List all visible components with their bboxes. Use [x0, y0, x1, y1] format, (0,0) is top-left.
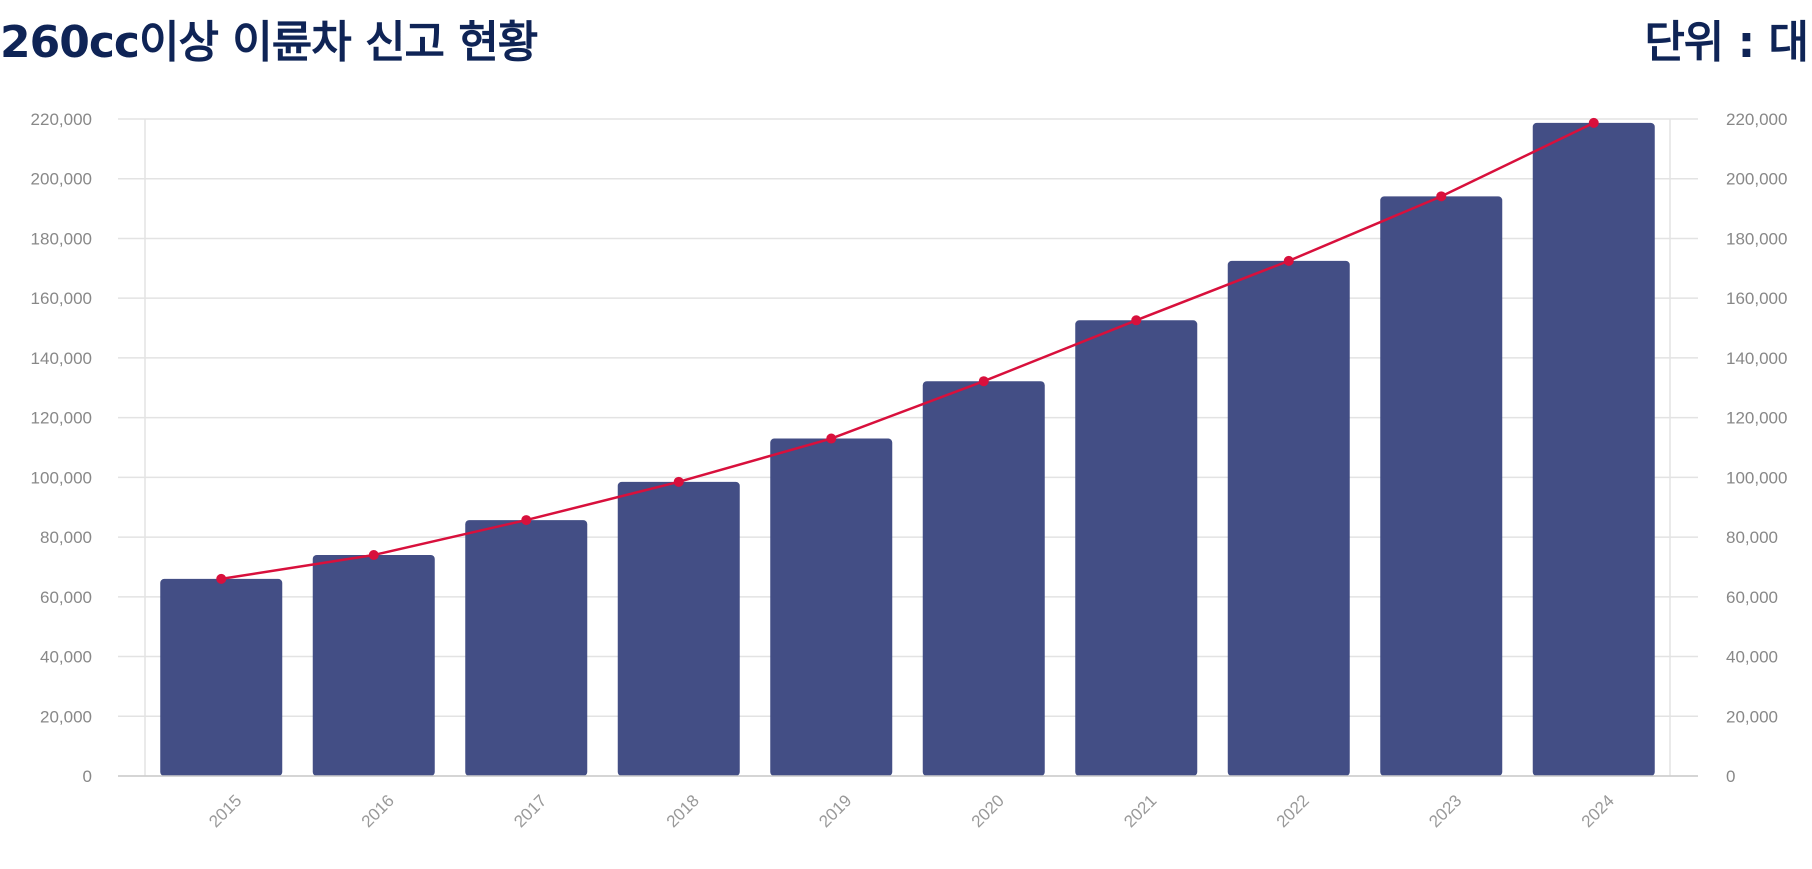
y-tick-left: 60,000 — [40, 588, 92, 607]
y-tick-right: 60,000 — [1726, 588, 1778, 607]
line-point-2019 — [826, 433, 837, 444]
line-point-2021 — [1131, 315, 1142, 326]
y-tick-right: 0 — [1726, 767, 1735, 786]
y-tick-right: 40,000 — [1726, 648, 1778, 667]
bar-2015 — [160, 578, 283, 776]
bar-2017 — [465, 520, 588, 776]
line-point-2023 — [1436, 191, 1447, 202]
line-point-2022 — [1283, 255, 1294, 266]
bar-2020 — [922, 381, 1045, 776]
line-point-2018 — [673, 476, 684, 487]
x-tick-label: 2015 — [205, 791, 245, 831]
y-tick-left: 140,000 — [31, 349, 92, 368]
x-tick-label: 2021 — [1120, 791, 1160, 831]
y-tick-left: 200,000 — [31, 170, 92, 189]
line-point-2016 — [368, 550, 379, 561]
y-tick-right: 120,000 — [1726, 409, 1787, 428]
unit-label: 단위 : 대 — [1644, 17, 1809, 68]
axis-layer: 0 0 20,000 20,000 40,000 40,000 60,000 60,000 80… — [31, 110, 1788, 831]
chart-title: 260cc이상 이륜차 신고 현황 — [0, 17, 538, 68]
y-tick-left: 160,000 — [31, 289, 92, 308]
line-point-2015 — [216, 573, 227, 584]
y-tick-right: 180,000 — [1726, 229, 1787, 248]
line-point-2024 — [1588, 117, 1599, 128]
y-tick-left: 0 — [83, 767, 92, 786]
y-tick-right: 80,000 — [1726, 528, 1778, 547]
y-tick-right: 200,000 — [1726, 170, 1787, 189]
y-tick-left: 80,000 — [40, 528, 92, 547]
bar-2016 — [312, 555, 435, 776]
y-tick-right: 20,000 — [1726, 707, 1778, 726]
bar-2021 — [1075, 320, 1198, 776]
line-layer — [216, 117, 1599, 584]
bar-2023 — [1380, 196, 1503, 777]
y-tick-left: 220,000 — [31, 110, 92, 129]
x-tick-label: 2022 — [1273, 791, 1313, 831]
bar-2024 — [1532, 122, 1655, 777]
bar-2022 — [1227, 260, 1350, 776]
y-tick-left: 180,000 — [31, 229, 92, 248]
y-tick-right: 220,000 — [1726, 110, 1787, 129]
x-tick-label: 2017 — [510, 791, 550, 831]
x-tick-label: 2023 — [1425, 791, 1465, 831]
y-tick-right: 160,000 — [1726, 289, 1787, 308]
y-tick-right: 140,000 — [1726, 349, 1787, 368]
x-tick-label: 2016 — [358, 791, 398, 831]
y-tick-left: 100,000 — [31, 468, 92, 487]
y-tick-left: 40,000 — [40, 648, 92, 667]
bar-2018 — [617, 481, 740, 776]
y-tick-left: 20,000 — [40, 707, 92, 726]
bar-2019 — [770, 438, 893, 776]
line-point-2020 — [978, 376, 989, 387]
line-point-2017 — [521, 515, 532, 526]
y-tick-left: 120,000 — [31, 409, 92, 428]
trend-line — [221, 121, 1595, 581]
y-tick-right: 100,000 — [1726, 468, 1787, 487]
x-tick-label: 2024 — [1578, 791, 1618, 831]
x-tick-label: 2019 — [815, 791, 855, 831]
x-tick-label: 2020 — [968, 791, 1008, 831]
bar-layer — [160, 122, 1655, 777]
x-tick-label: 2018 — [663, 791, 703, 831]
